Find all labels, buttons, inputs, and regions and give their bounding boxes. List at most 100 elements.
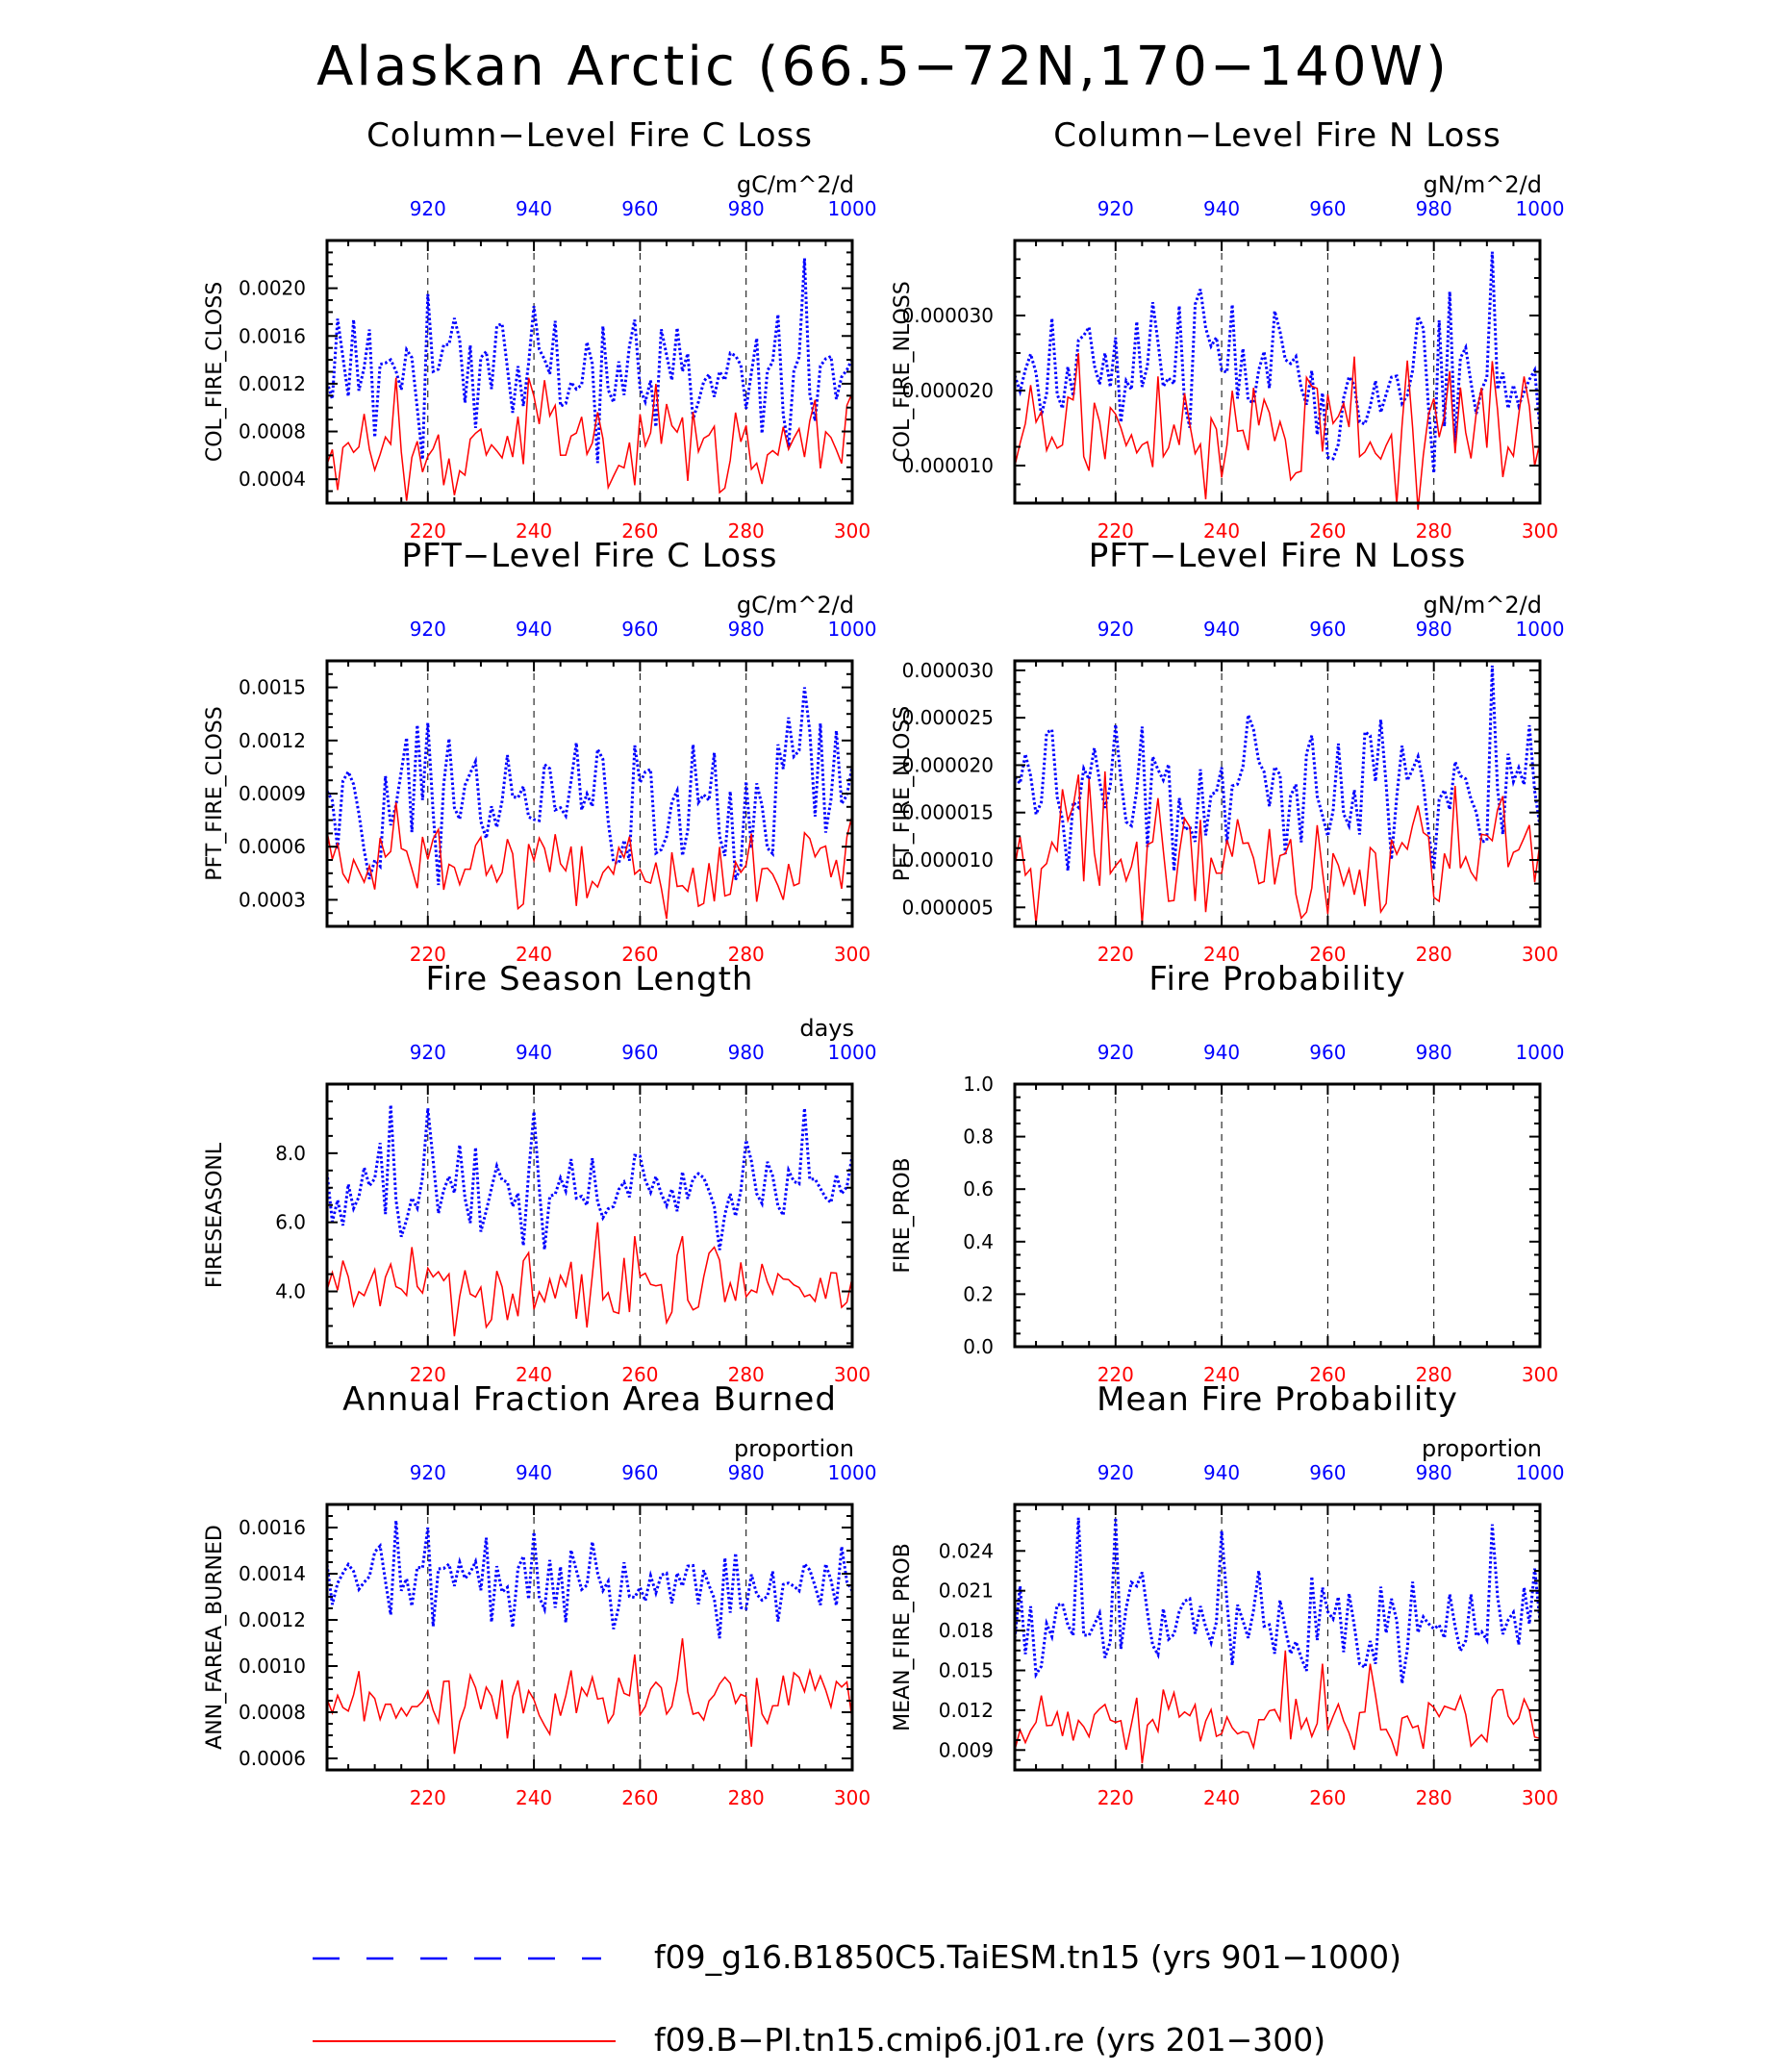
- plot-frame: [325, 239, 854, 505]
- x-tick-label-top: 960: [621, 1041, 658, 1064]
- y-tick-label: 0.0020: [239, 277, 306, 300]
- x-tick-label-bottom: 220: [1097, 519, 1134, 543]
- y-tick-label: 0.000010: [902, 848, 994, 872]
- x-tick-label-top: 920: [410, 1041, 446, 1064]
- x-tick-label-bottom: 260: [1309, 519, 1346, 543]
- series-line-red: [1014, 771, 1541, 925]
- x-tick-label-top: 920: [1097, 1461, 1134, 1484]
- x-tick-label-bottom: 220: [1097, 1363, 1134, 1386]
- y-tick-label: 0.0015: [239, 676, 306, 699]
- y-tick-label: 0.024: [939, 1539, 994, 1562]
- units-label: proportion: [734, 1435, 854, 1462]
- x-tick-label-top: 960: [1309, 197, 1346, 220]
- chart-panel: Fire Probability FIRE_PROB 220 240 260 280 300…: [891, 960, 1564, 1386]
- y-tick-label: 8.0: [275, 1142, 306, 1165]
- chart-title: Mean Fire Probability: [1097, 1380, 1458, 1419]
- series-line-blue: [1013, 1517, 1542, 1684]
- x-tick-label-top: 1000: [828, 1461, 877, 1484]
- x-tick-label-top: 940: [516, 1041, 552, 1064]
- chart-panel: PFT−Level Fire N Loss gN/m^2/d PFT_FIRE_NL…: [891, 537, 1564, 966]
- y-axis-label: ANN_FAREA_BURNED: [203, 1525, 227, 1750]
- x-tick-label-top: 1000: [1516, 1041, 1565, 1064]
- x-tick-label-bottom: 300: [1522, 1363, 1558, 1386]
- x-tick-label-top: 960: [621, 618, 658, 641]
- y-tick-label: 6.0: [275, 1211, 306, 1234]
- y-axis-label: FIRE_PROB: [891, 1157, 915, 1273]
- plot-frame: [1013, 1503, 1542, 1772]
- x-tick-label-bottom: 260: [1309, 943, 1346, 966]
- x-tick-label-top: 940: [1203, 197, 1240, 220]
- x-tick-label-top: 980: [728, 1041, 765, 1064]
- y-axis-label: PFT_FIRE_NLOSS: [891, 706, 915, 881]
- page-title: Alaskan Arctic (66.5−72N,170−140W): [316, 36, 1450, 98]
- plot-frame: [325, 1082, 854, 1349]
- x-tick-label-bottom: 220: [410, 1786, 446, 1809]
- series-line-blue: [325, 1520, 854, 1639]
- chart-title: Annual Fraction Area Burned: [342, 1380, 837, 1419]
- x-tick-label-bottom: 220: [1097, 943, 1134, 966]
- y-tick-label: 0.0006: [239, 1747, 306, 1770]
- y-tick-label: 0.000030: [902, 659, 994, 682]
- x-tick-label-top: 940: [1203, 618, 1240, 641]
- plot-frame: [325, 659, 854, 928]
- legend: f09_g16.B1850C5.TaiESM.tn15 (yrs 901−100…: [313, 1938, 1401, 2059]
- x-tick-label-top: 940: [1203, 1041, 1240, 1064]
- y-tick-label: 0.0012: [239, 372, 306, 395]
- y-tick-label: 0.021: [939, 1579, 994, 1603]
- x-tick-label-bottom: 240: [1203, 519, 1240, 543]
- x-tick-label-top: 1000: [828, 618, 877, 641]
- chart-title: Column−Level Fire C Loss: [366, 116, 813, 155]
- y-tick-label: 0.2: [963, 1282, 994, 1305]
- x-tick-label-bottom: 260: [621, 1363, 658, 1386]
- y-tick-label: 0.015: [939, 1659, 994, 1682]
- series-line-blue: [325, 687, 854, 886]
- units-label: gN/m^2/d: [1424, 171, 1542, 198]
- chart-title: Fire Probability: [1148, 960, 1405, 998]
- plot-frame: [1013, 659, 1542, 928]
- chart-title: Fire Season Length: [426, 960, 754, 998]
- x-tick-label-bottom: 300: [834, 519, 870, 543]
- chart-panel: Annual Fraction Area Burned proportion ANN…: [203, 1380, 876, 1809]
- y-tick-label: 0.0009: [239, 782, 306, 805]
- y-tick-label: 0.0016: [239, 1516, 306, 1539]
- y-tick-label: 0.4: [963, 1230, 994, 1253]
- units-label: gN/m^2/d: [1424, 592, 1542, 619]
- x-tick-label-top: 980: [728, 1461, 765, 1484]
- series-line-blue: [1013, 665, 1542, 872]
- x-tick-label-bottom: 300: [834, 1786, 870, 1809]
- x-tick-label-top: 960: [1309, 618, 1346, 641]
- x-tick-label-top: 1000: [828, 197, 877, 220]
- x-tick-label-bottom: 240: [516, 1786, 552, 1809]
- y-tick-label: 0.0004: [239, 467, 306, 491]
- series-line-red: [326, 1222, 853, 1337]
- x-tick-label-bottom: 240: [1203, 1363, 1240, 1386]
- x-tick-label-top: 920: [410, 618, 446, 641]
- y-tick-label: 0.6: [963, 1177, 994, 1200]
- y-tick-label: 4.0: [275, 1280, 306, 1303]
- x-tick-label-top: 920: [410, 197, 446, 220]
- y-tick-label: 0.012: [939, 1699, 994, 1722]
- chart-title: Column−Level Fire N Loss: [1053, 116, 1501, 155]
- x-tick-label-bottom: 220: [410, 1363, 446, 1386]
- units-label: gC/m^2/d: [737, 592, 854, 619]
- x-tick-label-top: 940: [516, 1461, 552, 1484]
- x-tick-label-top: 960: [621, 197, 658, 220]
- x-tick-label-bottom: 280: [1416, 1363, 1452, 1386]
- x-tick-label-bottom: 220: [410, 519, 446, 543]
- y-tick-label: 0.0010: [239, 1655, 306, 1678]
- units-label: gC/m^2/d: [737, 171, 854, 198]
- chart-title: PFT−Level Fire C Loss: [402, 537, 778, 575]
- x-tick-label-top: 1000: [1516, 618, 1565, 641]
- x-tick-label-bottom: 300: [1522, 1786, 1558, 1809]
- chart-panel: PFT−Level Fire C Loss gC/m^2/d PFT_FIRE_CL…: [203, 537, 876, 966]
- series-line-red: [326, 377, 853, 501]
- x-tick-label-bottom: 280: [1416, 1786, 1452, 1809]
- y-tick-label: 0.0016: [239, 324, 306, 347]
- y-tick-label: 0.0003: [239, 888, 306, 911]
- y-tick-label: 0.0014: [239, 1562, 306, 1585]
- x-tick-label-bottom: 240: [516, 1363, 552, 1386]
- x-tick-label-top: 980: [1416, 1461, 1452, 1484]
- x-tick-label-top: 940: [516, 618, 552, 641]
- x-tick-label-bottom: 280: [728, 519, 765, 543]
- x-tick-label-top: 920: [410, 1461, 446, 1484]
